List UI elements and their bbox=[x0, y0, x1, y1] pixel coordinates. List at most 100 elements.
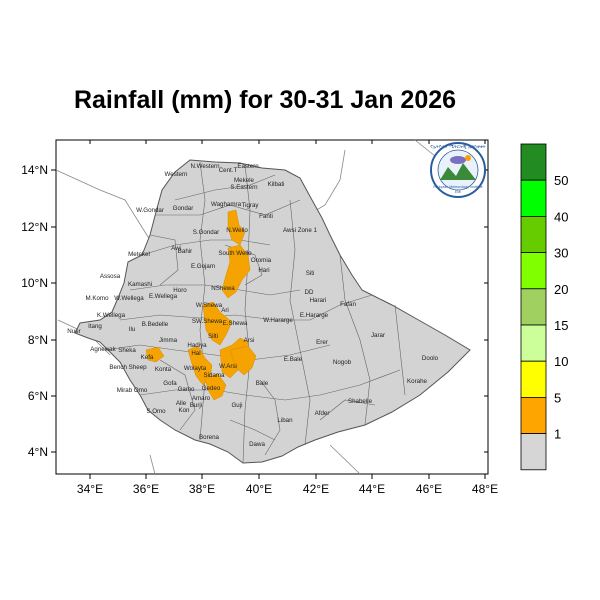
region-label: Hari bbox=[258, 267, 269, 274]
region-label: M.Komo bbox=[85, 295, 109, 302]
region-label: Shabelle bbox=[348, 398, 373, 405]
legend-swatch bbox=[520, 433, 547, 471]
region-label: E.Shewa bbox=[223, 320, 248, 327]
region-label: Bench Sheep bbox=[109, 364, 147, 371]
legend-label: 5 bbox=[554, 390, 561, 405]
region-label: SW.Shewa bbox=[192, 318, 223, 325]
region-label: Wolayta bbox=[184, 365, 207, 372]
y-tick-label: 4°N bbox=[28, 445, 48, 459]
region-label: E.Bale bbox=[284, 356, 303, 363]
legend-label: 10 bbox=[554, 354, 568, 369]
x-tick-label: 46°E bbox=[416, 482, 442, 496]
y-tick-label: 8°N bbox=[28, 333, 48, 347]
legend-label: 20 bbox=[554, 282, 568, 297]
region-label: Alle bbox=[176, 400, 187, 407]
rainfall-patches bbox=[145, 209, 257, 401]
region-label: Nogob bbox=[333, 359, 352, 366]
region-label: Bale bbox=[256, 380, 269, 387]
region-label: E.Hararge bbox=[300, 312, 329, 319]
legend-label: 1 bbox=[554, 427, 561, 442]
region-label: Nuer bbox=[67, 328, 80, 335]
region-label: E.Wellega bbox=[149, 293, 178, 300]
map-title: Rainfall (mm) for 30-31 Jan 2026 bbox=[73, 86, 457, 114]
region-label: South Wello bbox=[218, 250, 252, 257]
region-label: Sheka bbox=[118, 347, 136, 354]
region-label: Hal bbox=[191, 350, 200, 357]
region-label: Cent.T bbox=[219, 167, 238, 174]
region-label: E.Gojam bbox=[191, 263, 215, 270]
region-label: S.Gondar bbox=[193, 229, 219, 236]
region-label: Burji bbox=[190, 402, 202, 409]
x-tick-label: 48°E bbox=[472, 482, 498, 496]
legend-label: 50 bbox=[554, 173, 568, 188]
region-label: Silti bbox=[208, 333, 218, 340]
region-label: NShewa bbox=[211, 285, 235, 292]
logo-sub: EMI bbox=[455, 190, 461, 194]
logo-sun bbox=[465, 155, 471, 161]
region-label: Hadiya bbox=[187, 342, 207, 349]
region-label: Erer bbox=[316, 339, 328, 346]
legend-swatch bbox=[520, 396, 547, 434]
region-label: Awsi Zone 1 bbox=[283, 227, 317, 234]
logo-cloud bbox=[450, 156, 466, 164]
legend-swatch bbox=[520, 360, 547, 398]
region-label: S.Omo bbox=[146, 408, 166, 415]
legend-swatch bbox=[520, 252, 547, 290]
region-label: Kilbati bbox=[268, 181, 285, 188]
legend-swatch bbox=[520, 288, 547, 326]
region-label: Agnewak bbox=[90, 346, 116, 353]
region-label: Siti bbox=[306, 270, 315, 277]
region-label: Ari bbox=[221, 307, 229, 314]
region-label: Ilu bbox=[129, 326, 136, 333]
region-label: Kon bbox=[178, 407, 190, 414]
x-tick-label: 38°E bbox=[189, 482, 215, 496]
region-label: Awi bbox=[171, 245, 181, 252]
region-label: Sidama bbox=[204, 372, 226, 379]
region-label: B.Bedelle bbox=[142, 321, 169, 328]
x-tick-label: 40°E bbox=[246, 482, 272, 496]
region-label: W.Shewa bbox=[196, 302, 223, 309]
region-label: Assosa bbox=[100, 273, 121, 280]
region-label: Itang bbox=[88, 323, 102, 330]
region-label: Guji bbox=[231, 402, 242, 409]
region-label: N.Wello bbox=[226, 227, 248, 234]
legend-label: 30 bbox=[554, 246, 568, 261]
emi-logo: የኢትዮጵያ ሜትሮሎጂ ኢንስቲቱት Ethiopian Meteorolog… bbox=[430, 142, 486, 198]
region-label: W.Arsi bbox=[219, 363, 237, 370]
x-tick-label: 42°E bbox=[303, 482, 329, 496]
y-tick-label: 10°N bbox=[21, 276, 48, 290]
region-label: Waghamra bbox=[211, 201, 242, 208]
region-label: Liban bbox=[277, 417, 293, 424]
region-label: Konta bbox=[155, 366, 172, 373]
x-tick-label: 34°E bbox=[77, 482, 103, 496]
region-label: DD bbox=[305, 289, 314, 296]
region-label: Doolo bbox=[422, 355, 439, 362]
region-label: Horo bbox=[173, 287, 187, 294]
region-label: Borena bbox=[199, 434, 220, 441]
region-label: Fafan bbox=[340, 301, 356, 308]
region-label: Oromia bbox=[251, 257, 272, 264]
region-label: Bahir bbox=[178, 248, 192, 255]
y-tick-label: 6°N bbox=[28, 389, 48, 403]
region-label: Afder bbox=[315, 410, 330, 417]
legend-swatch bbox=[520, 143, 547, 181]
region-label: Dawa bbox=[249, 441, 265, 448]
region-label: Arsi bbox=[244, 337, 255, 344]
region-label: N.Western bbox=[190, 163, 220, 170]
region-label: Jarar bbox=[371, 332, 385, 339]
region-label: W.Hararge bbox=[263, 317, 293, 324]
legend-label: 15 bbox=[554, 318, 568, 333]
y-tick-label: 12°N bbox=[21, 220, 48, 234]
region-label: W.Gondar bbox=[136, 207, 164, 214]
region-label: Gedeo bbox=[202, 385, 221, 392]
y-tick-label: 14°N bbox=[21, 163, 48, 177]
legend-swatch bbox=[520, 215, 547, 253]
map-axes: 34°E 36°E 38°E 40°E 42°E 44°E 46°E 48°E 14°N 12°N… bbox=[21, 140, 498, 496]
region-label: Eastern bbox=[237, 163, 259, 170]
logo-name: Ethiopian Meteorology Institute bbox=[433, 185, 482, 189]
region-label: Kefa bbox=[141, 354, 154, 361]
region-label: K.Wellega bbox=[97, 312, 126, 319]
